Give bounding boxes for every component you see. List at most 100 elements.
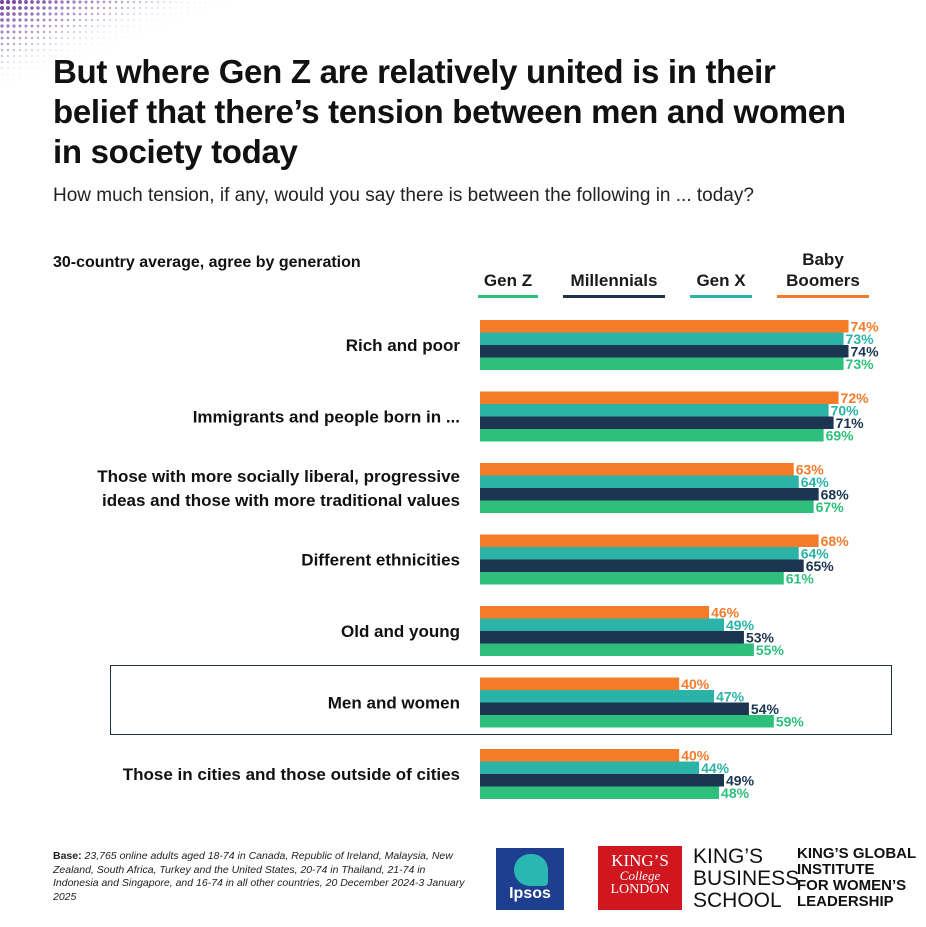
decorative-dot bbox=[85, 31, 87, 33]
bar-gen-z bbox=[480, 357, 844, 370]
decorative-dot bbox=[115, 37, 117, 39]
decorative-dot bbox=[102, 0, 106, 4]
bar-baby-boomers bbox=[480, 391, 839, 404]
decorative-dot bbox=[132, 0, 136, 4]
decorative-dot bbox=[24, 36, 28, 40]
decorative-dot bbox=[12, 6, 16, 10]
decorative-dot bbox=[48, 0, 52, 4]
gi-line: INSTITUTE bbox=[797, 861, 875, 878]
decorative-dot bbox=[211, 7, 213, 9]
decorative-dot bbox=[61, 55, 63, 57]
decorative-dot bbox=[43, 73, 45, 75]
decorative-dot bbox=[61, 49, 63, 51]
decorative-dot bbox=[151, 1, 153, 3]
decorative-dot bbox=[24, 12, 28, 16]
decorative-dot bbox=[96, 6, 100, 10]
decorative-dot bbox=[139, 7, 141, 9]
decorative-dot bbox=[55, 61, 57, 63]
decorative-dot bbox=[31, 73, 33, 75]
decorative-dot bbox=[31, 67, 33, 69]
data-label: 49% bbox=[726, 617, 755, 633]
bar-millennials bbox=[480, 702, 749, 715]
decorative-dot bbox=[30, 42, 34, 46]
decorative-dot bbox=[54, 36, 58, 40]
decorative-dot bbox=[6, 6, 10, 10]
data-label: 70% bbox=[831, 403, 860, 419]
decorative-dot bbox=[0, 12, 4, 16]
decorative-dot bbox=[18, 6, 22, 10]
decorative-dot bbox=[30, 6, 34, 10]
decorative-dot bbox=[30, 18, 34, 22]
decorative-dot bbox=[97, 25, 99, 27]
decorative-dot bbox=[54, 12, 58, 16]
legend-label: Gen X bbox=[696, 271, 746, 290]
kbs-line: BUSINESS bbox=[693, 867, 800, 890]
base-text: 23,765 online adults aged 18-74 in Canad… bbox=[53, 850, 465, 903]
decorative-dot bbox=[126, 0, 130, 4]
decorative-dot bbox=[48, 6, 52, 10]
decorative-dot bbox=[72, 12, 76, 16]
legend-label: Gen Z bbox=[483, 271, 533, 290]
decorative-dot bbox=[181, 13, 183, 15]
decorative-dot bbox=[13, 73, 15, 75]
decorative-dot bbox=[79, 31, 81, 33]
bar-millennials bbox=[480, 559, 804, 572]
decorative-dot bbox=[6, 18, 10, 22]
decorative-dot bbox=[7, 61, 9, 63]
decorative-dot bbox=[42, 6, 46, 10]
decorative-dot bbox=[223, 1, 225, 3]
legend-label: Millennials bbox=[570, 271, 658, 290]
decorative-dot bbox=[49, 55, 51, 57]
bar-baby-boomers bbox=[480, 677, 680, 690]
decorative-dot bbox=[187, 7, 189, 9]
decorative-dot bbox=[157, 7, 159, 9]
decorative-dot bbox=[42, 18, 46, 22]
decorative-dot bbox=[151, 7, 153, 9]
decorative-dot bbox=[78, 24, 82, 28]
bar-gen-x bbox=[480, 690, 715, 703]
decorative-dot bbox=[66, 24, 70, 28]
decorative-dot bbox=[13, 55, 15, 57]
ipsos-logo-text: Ipsos bbox=[509, 885, 551, 902]
decorative-dot bbox=[61, 43, 63, 45]
decorative-dot bbox=[103, 19, 105, 21]
decorative-dot bbox=[73, 55, 75, 57]
decorative-dot bbox=[24, 42, 28, 46]
decorative-dot bbox=[187, 19, 189, 21]
decorative-dot bbox=[73, 43, 75, 45]
data-label: 53% bbox=[746, 630, 775, 646]
decorative-dot bbox=[37, 73, 39, 75]
decorative-dot bbox=[127, 13, 129, 15]
category-label: Rich and poor bbox=[346, 336, 461, 355]
decorative-dot bbox=[109, 31, 111, 33]
decorative-dot bbox=[90, 18, 94, 22]
legend-label: Baby Boomers bbox=[786, 250, 860, 290]
decorative-dot bbox=[13, 67, 15, 69]
category-label: Men and women bbox=[328, 694, 460, 713]
data-label: 47% bbox=[716, 689, 745, 705]
decorative-dot bbox=[73, 31, 75, 33]
decorative-dot bbox=[18, 18, 22, 22]
decorative-dot bbox=[54, 24, 58, 28]
decorative-dot bbox=[127, 37, 129, 39]
bar-gen-x bbox=[480, 404, 829, 417]
legend-baby-boomers: Baby Boomers bbox=[777, 249, 869, 298]
decorative-dot bbox=[157, 13, 159, 15]
decorative-dot bbox=[103, 25, 105, 27]
decorative-dot bbox=[181, 19, 183, 21]
bar-millennials bbox=[480, 345, 849, 358]
category-label: Old and young bbox=[341, 622, 460, 641]
decorative-dot bbox=[67, 61, 69, 63]
legend-millennials: Millennials bbox=[563, 270, 665, 298]
decorative-dot bbox=[199, 13, 201, 15]
decorative-dot bbox=[103, 37, 105, 39]
decorative-dot bbox=[151, 31, 153, 33]
decorative-dot bbox=[66, 30, 70, 34]
decorative-dot bbox=[144, 0, 148, 4]
decorative-dot bbox=[49, 61, 51, 63]
decorative-dot bbox=[79, 55, 81, 57]
data-label: 54% bbox=[751, 701, 780, 717]
decorative-dot bbox=[0, 18, 4, 22]
decorative-dot bbox=[7, 79, 9, 81]
decorative-dot bbox=[97, 37, 99, 39]
